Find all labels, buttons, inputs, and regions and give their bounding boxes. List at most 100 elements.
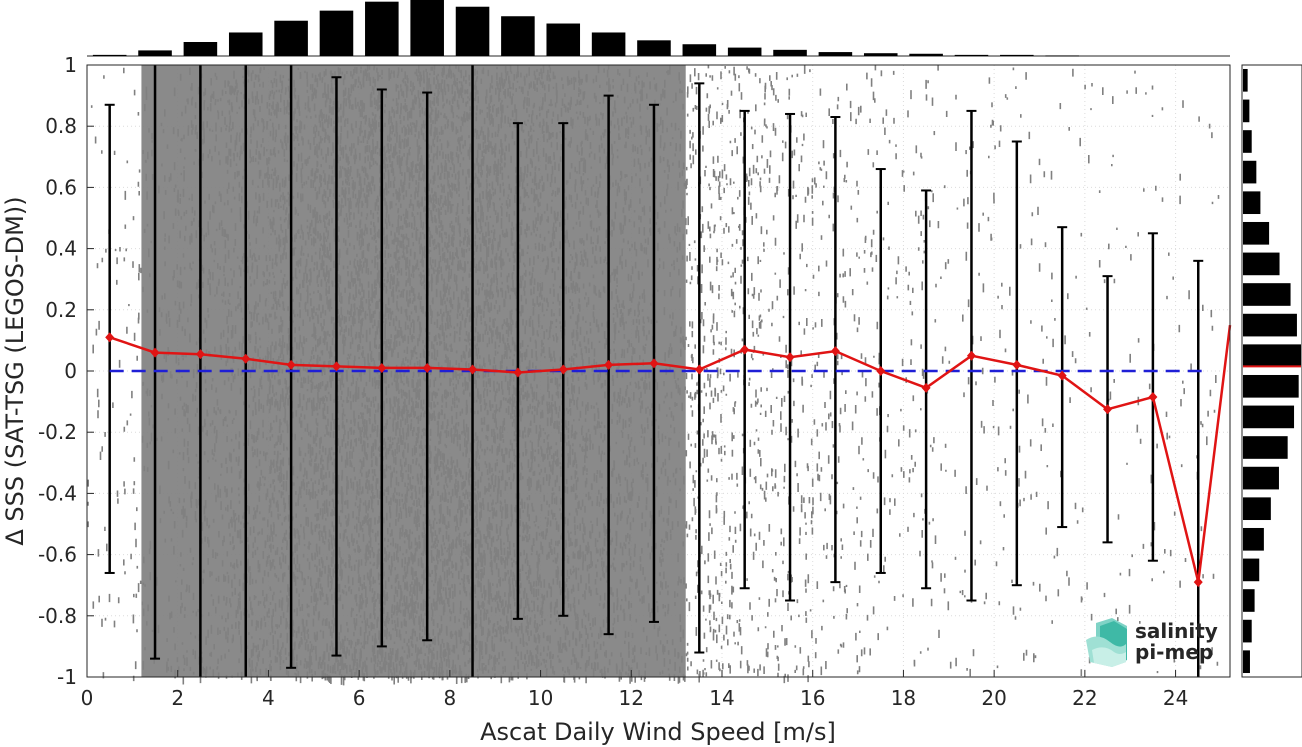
- scatter-points: [87, 65, 1223, 686]
- mean-line: [109, 324, 1232, 583]
- y-tick-label: 1: [64, 53, 77, 77]
- x-histogram-bar: [773, 49, 807, 56]
- mean-marker: [1193, 577, 1203, 588]
- y-tick-label: -0.8: [38, 604, 77, 628]
- mean-marker: [422, 362, 432, 373]
- x-histogram-bar: [909, 53, 943, 56]
- x-histogram-bar: [682, 44, 717, 56]
- x-histogram-bar: [274, 20, 308, 56]
- y-histogram-bar: [1243, 436, 1288, 459]
- mean-marker: [649, 358, 659, 369]
- main-plot-area: 0 2 4 6 8 10 12 14 16 18 20 22 24 -1-0.8-0.6-0.4-0.2…: [38, 53, 1232, 710]
- mean-marker: [1148, 392, 1158, 403]
- y-histogram-bar: [1243, 466, 1279, 490]
- x-tick-label: 8: [443, 686, 456, 710]
- mean-marker: [331, 361, 341, 372]
- logo-line1: salinity: [1135, 619, 1218, 643]
- mean-marker: [740, 344, 750, 355]
- x-tick-label: 12: [619, 686, 644, 710]
- mean-marker: [150, 347, 160, 358]
- mean-marker: [1103, 404, 1113, 415]
- y-axis-label: Δ SSS (SAT-TSG (LEGOS-DM)): [1, 196, 29, 545]
- y-tick-label: 0.4: [45, 237, 77, 261]
- y-histogram-bar: [1243, 252, 1280, 276]
- y-tick-label: 0: [64, 359, 77, 383]
- x-axis-ticks: 0 2 4 6 8 10 12 14 16 18 20 22 24: [81, 670, 1188, 710]
- x-histogram-bar: [637, 40, 671, 56]
- x-histogram-bar: [727, 47, 762, 56]
- x-tick-label: 6: [353, 686, 366, 710]
- y-histogram-bar: [1243, 558, 1260, 582]
- y-axis-ticks: -1 -0.8 -0.6 -0.4 -0.2 0 0.2 0.4 0.6 0.8 1: [38, 53, 94, 689]
- y-histogram-bar: [1243, 527, 1264, 551]
- x-histogram: [87, 0, 1230, 57]
- y-histogram-bar: [1243, 313, 1297, 337]
- y-histogram-bar: [1243, 68, 1248, 92]
- x-histogram-bar: [954, 54, 989, 56]
- y-histogram-bar: [1243, 650, 1250, 674]
- x-histogram-bar: [92, 54, 127, 56]
- y-histogram-bar: [1243, 191, 1261, 215]
- x-histogram-bar: [546, 23, 581, 56]
- x-histogram-bar: [138, 50, 172, 56]
- y-histogram-bar: [1243, 374, 1299, 398]
- x-histogram-bar: [501, 16, 535, 57]
- y-histogram-bar: [1243, 221, 1270, 245]
- x-histogram-bar: [410, 0, 444, 56]
- x-tick-label: 2: [171, 686, 184, 710]
- mean-marker: [1012, 359, 1022, 370]
- mean-marker: [513, 367, 523, 378]
- y-tick-label: 0.8: [45, 114, 77, 138]
- x-tick-label: 0: [81, 686, 94, 710]
- y-histogram-bar: [1243, 283, 1291, 306]
- y-tick-label: 0.2: [45, 298, 77, 322]
- y-histogram-frame: [1241, 64, 1302, 678]
- mean-marker: [876, 366, 886, 376]
- y-histogram-bar: [1243, 344, 1301, 368]
- mean-marker: [830, 346, 840, 357]
- x-histogram-bar: [863, 53, 898, 56]
- mean-marker: [286, 359, 296, 370]
- mean-marker: [468, 364, 478, 375]
- y-histogram-bar: [1243, 497, 1271, 521]
- y-histogram-bar: [1243, 589, 1255, 612]
- x-tick-label: 10: [528, 686, 553, 710]
- mean-marker: [195, 349, 205, 360]
- y-tick-label: -0.6: [38, 543, 77, 567]
- x-tick-label: 18: [891, 686, 916, 710]
- x-tick-label: 20: [981, 686, 1006, 710]
- mean-marker: [1057, 370, 1067, 381]
- x-tick-label: 4: [262, 686, 275, 710]
- x-histogram-bar: [1045, 55, 1079, 57]
- x-histogram-bar: [1000, 54, 1034, 56]
- y-histogram-bar: [1243, 99, 1250, 123]
- y-tick-label: -0.2: [38, 420, 77, 444]
- x-tick-label: 16: [800, 686, 825, 710]
- mean-marker: [966, 350, 976, 361]
- salinity-pi-mep-logo: salinity pi-mep: [1086, 618, 1218, 667]
- mean-marker: [785, 352, 795, 363]
- y-histogram-bar: [1243, 619, 1252, 643]
- x-histogram-bar: [365, 1, 399, 56]
- y-tick-label: 0.6: [45, 175, 77, 199]
- y-tick-label: -1: [57, 665, 77, 689]
- x-histogram-bar: [455, 6, 490, 56]
- x-tick-label: 22: [1072, 686, 1097, 710]
- x-tick-label: 24: [1163, 686, 1188, 710]
- y-tick-label: -0.4: [38, 481, 77, 505]
- mean-marker: [105, 332, 115, 343]
- x-axis-label: Ascat Daily Wind Speed [m/s]: [480, 718, 836, 746]
- x-histogram-bar: [319, 10, 354, 57]
- logo-mark: [1086, 618, 1127, 667]
- y-histogram-bar: [1243, 130, 1252, 153]
- logo-line2: pi-mep: [1135, 640, 1213, 664]
- mean-marker: [558, 364, 568, 375]
- mean-series: [105, 324, 1232, 588]
- y-histogram-bar: [1243, 405, 1295, 429]
- x-histogram-bar: [183, 42, 218, 56]
- mean-marker: [921, 382, 931, 393]
- x-histogram-bar: [228, 32, 263, 56]
- mean-marker: [377, 362, 387, 373]
- y-histogram-bar: [1243, 160, 1257, 184]
